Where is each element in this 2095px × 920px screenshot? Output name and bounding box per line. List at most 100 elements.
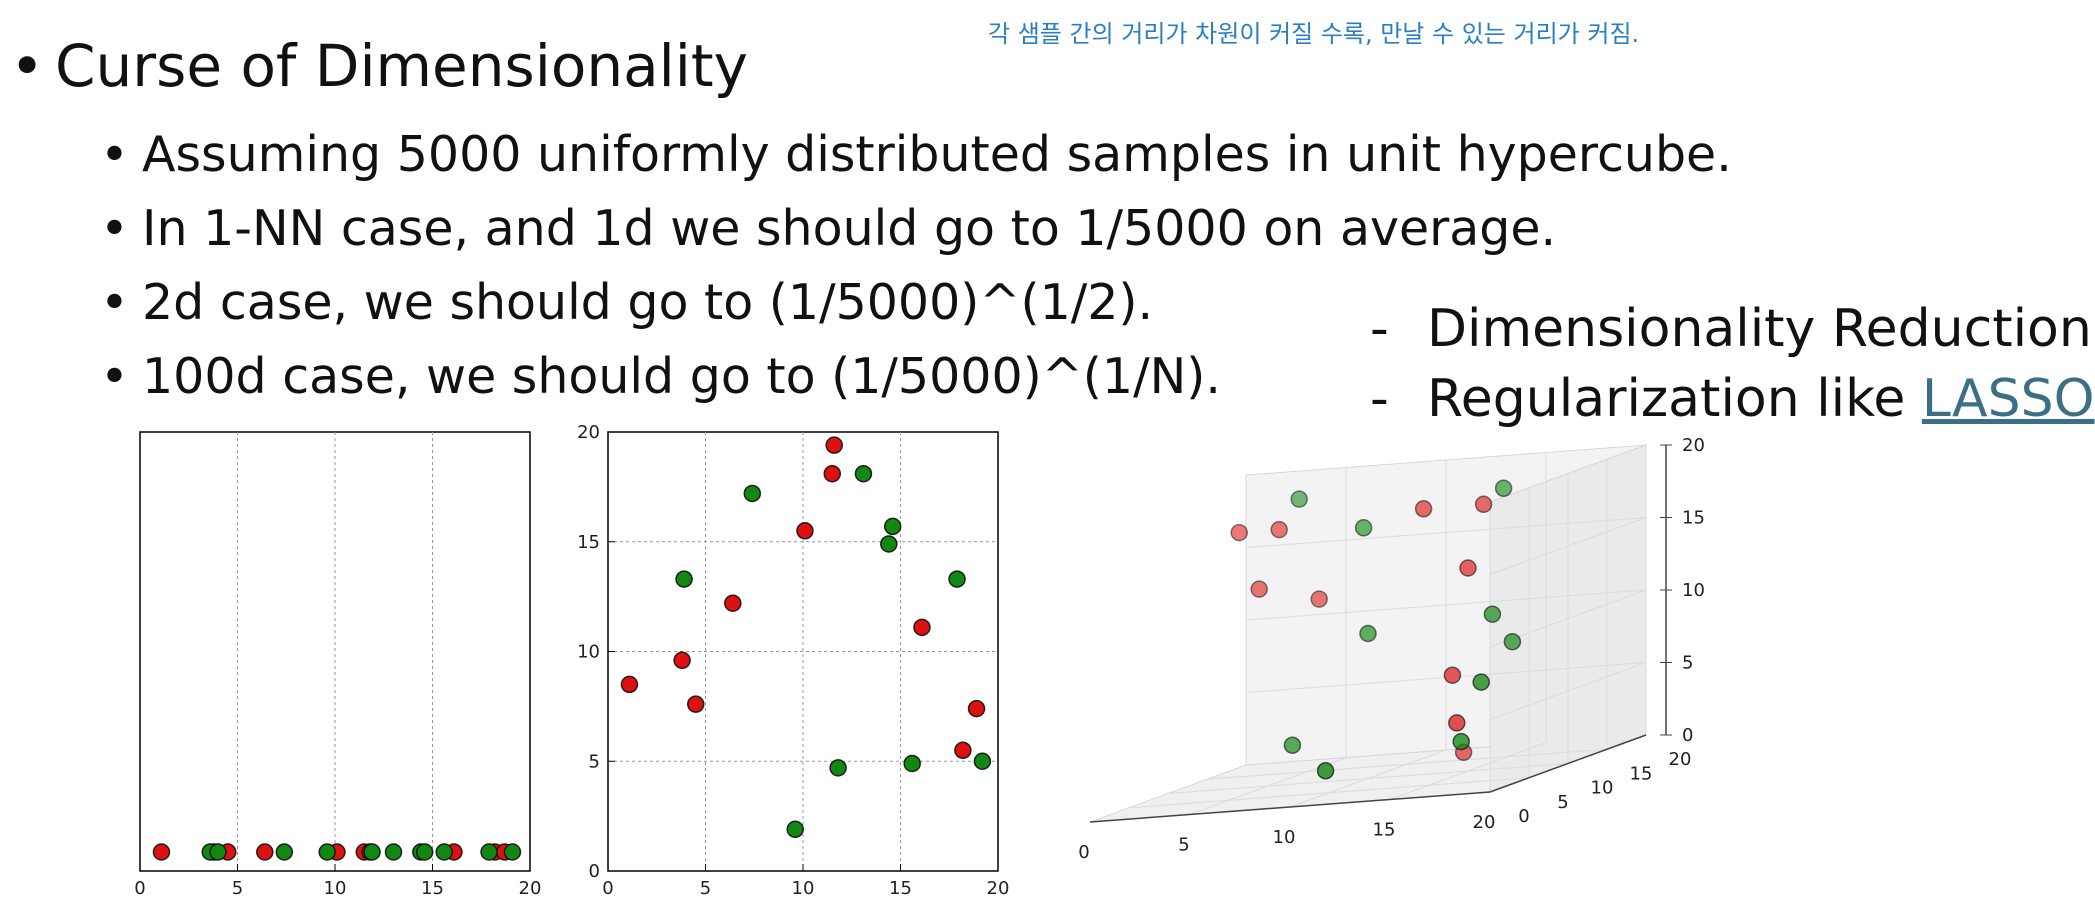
dash-marker: - [1370,299,1389,359]
bullet-dot: • [100,200,129,257]
chart3-point-red [1310,590,1328,608]
chart3-gridline [1167,763,1569,794]
chart1-point-green [209,843,227,861]
chart3-z-tick-label: 15 [1682,508,1705,529]
chart3-x-axis [1089,791,1491,823]
chart1-point-green [384,843,403,861]
bullet-item: • In 1-NN case, and 1d we should go to 1/… [100,192,1732,266]
chart3-point-red [1459,559,1477,577]
chart2-point-green [829,759,847,777]
chart3-x-tick-label: 15 [1373,820,1396,841]
chart2-point-red [913,618,931,637]
chart2-point-red [687,695,705,713]
chart3-point-green [1354,519,1373,537]
side-note-text: Regularization like [1427,369,1922,429]
chart3-y-tick-label: 15 [1630,763,1653,784]
chart2-y-tick-label: 15 [577,532,600,553]
chart2-x-tick-label: 0 [602,878,613,899]
chart1-point-green [480,843,498,861]
chart2-point-red [823,464,841,483]
chart3-gridline [1489,517,1647,575]
chart3-gridline [1245,517,1647,548]
chart1-point-green [318,843,336,861]
chart3-point-green [1494,479,1513,498]
bullet-text: 100d case, we should go to (1/5000)^(1/N… [142,348,1221,405]
chart3-x-tick-label: 0 [1078,842,1089,863]
chart3-point-green [1503,632,1522,651]
chart2-x-tick-label: 5 [700,878,711,899]
chart1-point-red [256,843,274,861]
bullet-list: • Assuming 5000 uniformly distributed sam… [100,118,1732,414]
dash-marker: - [1370,369,1389,429]
chart2-point-red [967,699,986,718]
chart2-point-red [724,594,742,612]
chart3-x-tick-label: 20 [1473,812,1496,833]
chart3-point-red [1448,714,1466,732]
chart3-z-tick-label: 0 [1682,725,1693,746]
chart3-point-red [1230,523,1248,542]
bullet-dot: • [100,348,129,405]
chart3-point-green [1483,605,1502,623]
chart2-y-tick-label: 5 [589,751,600,772]
chart3-gridline [1206,748,1608,780]
bullet-item: • 100d case, we should go to (1/5000)^(1/… [100,340,1732,414]
bullet-text: 2d case, we should go to (1/5000)^(1/2). [142,274,1154,331]
chart2-point-green [973,752,992,770]
chart2-point-red [954,741,972,760]
chart2-x-tick-label: 20 [987,878,1010,899]
chart3-point-red [1474,495,1493,514]
chart2-x-tick-label: 15 [889,878,912,899]
bullet-item: • 2d case, we should go to (1/5000)^(1/2)… [100,266,1732,340]
chart1-x-tick-label: 0 [134,878,145,899]
chart2-point-green [786,820,804,839]
chart3-gridline [1389,742,1547,800]
chart3-point-green [1290,490,1308,508]
title-bullet: • [10,32,45,100]
chart3-point-green [1316,762,1335,780]
bullet-dot: • [100,274,129,331]
side-note-item: - Dimensionality Reduction. [1370,294,2095,364]
chart3-y-tick-label: 5 [1557,792,1568,813]
chart3-y-tick-label: 10 [1591,778,1614,799]
chart1-x-tick-label: 15 [421,878,444,899]
bullet-text: In 1-NN case, and 1d we should go to 1/5… [142,200,1557,257]
chart3-y-axis [1489,734,1647,793]
chart3-point-red [1414,500,1433,518]
chart2-point-green [903,754,921,773]
chart1-x-tick-label: 5 [232,878,243,899]
chart2-point-green [883,517,902,536]
side-note-item: - Regularization like LASSO [1370,364,2095,434]
chart1-point-red [152,843,171,861]
chart3-z-tick-label: 10 [1682,580,1705,601]
chart2-point-green [854,464,873,483]
chart2-point-red [673,651,691,670]
chart1-point-green [435,843,453,861]
chart2-x-tick-label: 10 [792,878,815,899]
chart3-point-red [1443,666,1462,684]
title-text: Curse of Dimensionality [55,32,748,100]
chart2-y-tick-label: 20 [577,422,600,443]
chart2-point-red [620,675,639,694]
chart2-y-tick-label: 0 [589,861,600,882]
lasso-link[interactable]: LASSO [1921,369,2095,429]
chart1-point-green [363,843,381,861]
chart2-point-red [796,522,814,540]
annotation-note: 각 샘플 간의 거리가 차원이 커질 수록, 만날 수 있는 거리가 커짐. [988,20,1640,48]
chart3-point-green [1452,732,1470,751]
chart3-x-tick-label: 5 [1178,835,1189,856]
chart3-z-tick-label: 20 [1682,435,1705,456]
chart1-x-tick-label: 10 [324,878,347,899]
chart1-x-tick-label: 20 [519,878,542,899]
bullet-dot: • [100,126,129,183]
chart2-y-tick-label: 10 [577,642,600,663]
chart1-point-green [275,843,294,861]
chart3-y-tick-label: 0 [1518,806,1529,827]
bullet-item: • Assuming 5000 uniformly distributed sam… [100,118,1732,192]
chart2-point-red [825,436,843,454]
chart3-point-red [1250,580,1268,598]
chart3-gridline [1245,589,1647,621]
chart2-point-green [948,570,966,588]
chart1-point-green [415,843,434,861]
chart1-point-green [503,843,522,861]
chart3-y-tick-label: 20 [1669,749,1692,770]
